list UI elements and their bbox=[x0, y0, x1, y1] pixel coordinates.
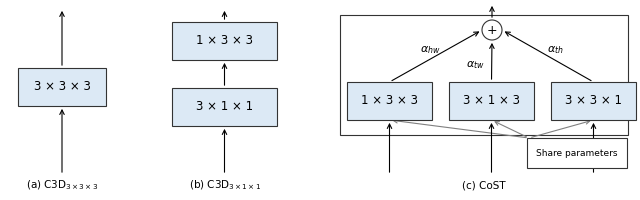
FancyBboxPatch shape bbox=[527, 138, 627, 168]
FancyBboxPatch shape bbox=[347, 82, 432, 120]
Text: 3 × 1 × 1: 3 × 1 × 1 bbox=[196, 100, 253, 114]
Circle shape bbox=[482, 20, 502, 40]
Text: (b) C3D$_{3\times1\times1}$: (b) C3D$_{3\times1\times1}$ bbox=[189, 178, 261, 192]
Text: 1 × 3 × 3: 1 × 3 × 3 bbox=[361, 95, 418, 108]
FancyBboxPatch shape bbox=[172, 88, 277, 126]
Text: Share parameters: Share parameters bbox=[536, 148, 618, 158]
Text: 1 × 3 × 3: 1 × 3 × 3 bbox=[196, 34, 253, 47]
FancyBboxPatch shape bbox=[551, 82, 636, 120]
FancyBboxPatch shape bbox=[340, 15, 628, 135]
Text: $\alpha_{tw}$: $\alpha_{tw}$ bbox=[466, 59, 484, 71]
Text: +: + bbox=[486, 23, 497, 36]
Text: (a) C3D$_{3\times3\times3}$: (a) C3D$_{3\times3\times3}$ bbox=[26, 178, 98, 192]
FancyBboxPatch shape bbox=[18, 68, 106, 106]
Text: 3 × 3 × 3: 3 × 3 × 3 bbox=[33, 80, 90, 94]
FancyBboxPatch shape bbox=[449, 82, 534, 120]
Text: 3 × 3 × 1: 3 × 3 × 1 bbox=[565, 95, 622, 108]
Text: (c) CoST: (c) CoST bbox=[462, 180, 506, 190]
Text: $\alpha_{hw}$: $\alpha_{hw}$ bbox=[420, 44, 440, 56]
Text: $\alpha_{th}$: $\alpha_{th}$ bbox=[547, 44, 563, 56]
Text: 3 × 1 × 3: 3 × 1 × 3 bbox=[463, 95, 520, 108]
FancyBboxPatch shape bbox=[172, 22, 277, 60]
